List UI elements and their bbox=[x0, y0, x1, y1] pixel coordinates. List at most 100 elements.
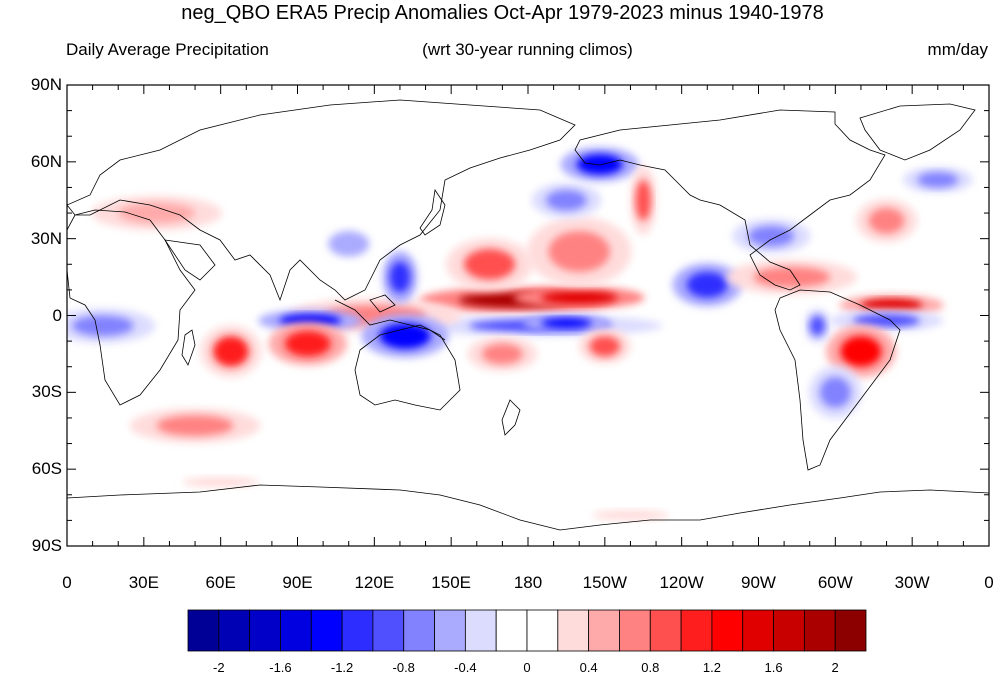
coastline-africa bbox=[67, 209, 196, 406]
colorbar-label: 0.8 bbox=[641, 660, 660, 675]
colorbar-box bbox=[495, 609, 528, 652]
colorbar-label: 0 bbox=[523, 660, 531, 675]
coastline-antarctica bbox=[67, 484, 989, 531]
anomaly-field bbox=[67, 146, 973, 524]
coastline-arabia bbox=[164, 239, 216, 281]
anomaly-blob bbox=[917, 172, 959, 188]
anomaly-blob bbox=[389, 261, 411, 293]
colorbar-label: 0.4 bbox=[579, 660, 598, 675]
lon-label: 60W bbox=[817, 573, 853, 592]
colorbar-box bbox=[372, 609, 405, 652]
anomaly-blob bbox=[589, 335, 621, 357]
coastline-greenland bbox=[859, 103, 976, 161]
anomaly-blob bbox=[72, 315, 134, 336]
colorbar-box bbox=[588, 609, 620, 652]
colorbar-box bbox=[649, 609, 682, 652]
lon-label: 90W bbox=[741, 573, 776, 592]
subtitle-units: mm/day bbox=[927, 40, 988, 59]
lon-label: 150W bbox=[582, 573, 628, 592]
colorbar-label: 1.6 bbox=[764, 660, 783, 675]
anomaly-blob bbox=[118, 202, 196, 224]
colorbar-box bbox=[834, 609, 867, 652]
lon-label: 150E bbox=[431, 573, 472, 592]
coastlines bbox=[67, 99, 989, 531]
colorbar-label: -2 bbox=[213, 660, 225, 675]
anomaly-blob bbox=[686, 271, 728, 298]
colorbar-label: -0.4 bbox=[454, 660, 477, 675]
anomaly-blob bbox=[548, 230, 610, 272]
anomaly-blob bbox=[819, 376, 851, 408]
lon-label: 0 bbox=[984, 573, 994, 592]
colorbar-box bbox=[341, 609, 374, 652]
figure-title: neg_QBO ERA5 Precip Anomalies Oct-Apr 19… bbox=[181, 2, 824, 24]
anomaly-blob bbox=[379, 323, 431, 349]
anomaly-blob bbox=[635, 179, 651, 221]
lon-label: 120W bbox=[659, 573, 704, 592]
colorbar-box bbox=[526, 609, 559, 652]
anomaly-blob bbox=[540, 318, 593, 329]
lon-label: 120E bbox=[354, 573, 395, 592]
lon-label: 90E bbox=[282, 573, 313, 592]
colorbar-label: -1.2 bbox=[330, 660, 354, 675]
colorbar-box bbox=[680, 609, 713, 652]
coastline-japan bbox=[419, 188, 446, 236]
lat-label: 90S bbox=[31, 536, 62, 555]
coastline-australia bbox=[354, 324, 461, 411]
lon-label: 30W bbox=[894, 573, 930, 592]
colorbar-label: -1.6 bbox=[269, 660, 292, 675]
colorbar-box bbox=[742, 609, 774, 652]
colorbar-label: 1.2 bbox=[702, 660, 721, 675]
coastline-madagascar bbox=[181, 329, 196, 366]
colorbar-box bbox=[187, 609, 220, 652]
lon-label: 30E bbox=[128, 573, 159, 592]
anomaly-blob bbox=[753, 266, 831, 288]
anomaly-blob bbox=[545, 190, 587, 211]
anomaly-blob bbox=[576, 154, 623, 175]
anomaly-blob bbox=[463, 248, 516, 280]
anomaly-blob bbox=[853, 314, 920, 328]
lat-label: 30S bbox=[31, 382, 62, 402]
lat-label: 60S bbox=[31, 459, 62, 479]
anomaly-blob bbox=[868, 207, 905, 234]
colorbar-box bbox=[773, 609, 805, 652]
colorbar-box bbox=[434, 609, 466, 652]
axis-ticks bbox=[66, 84, 990, 547]
lat-label: 0 bbox=[52, 305, 62, 325]
lat-label: 90N bbox=[30, 75, 62, 94]
anomaly-blob bbox=[809, 315, 826, 336]
lat-label: 60N bbox=[30, 151, 62, 171]
colorbar-box bbox=[218, 609, 251, 652]
colorbar bbox=[187, 609, 867, 652]
anomaly-blob bbox=[212, 335, 249, 367]
anomaly-blob bbox=[182, 476, 260, 488]
coastline-south-america bbox=[774, 289, 901, 471]
lon-label: 0 bbox=[62, 573, 72, 592]
colorbar-box bbox=[403, 609, 435, 652]
colorbar-box bbox=[557, 609, 590, 652]
lon-label: 60E bbox=[205, 573, 236, 592]
coastline-eurasia bbox=[67, 99, 576, 302]
subtitle-center: (wrt 30-year running climos) bbox=[422, 40, 633, 59]
anomaly-blob bbox=[156, 415, 234, 436]
anomaly-blob bbox=[840, 335, 882, 367]
subtitle-left: Daily Average Precipitation bbox=[66, 40, 269, 59]
anomaly-blob bbox=[328, 230, 370, 257]
colorbar-box bbox=[249, 609, 281, 652]
colorbar-box bbox=[310, 609, 343, 652]
lon-label: 180 bbox=[513, 573, 543, 592]
colorbar-label: 2 bbox=[831, 660, 839, 675]
anomaly-blob bbox=[540, 291, 618, 304]
anomaly-blob bbox=[748, 225, 795, 247]
coastline-indonesia bbox=[334, 294, 446, 341]
colorbar-box bbox=[711, 609, 744, 652]
anomaly-blob bbox=[592, 510, 669, 521]
coastline-north-america bbox=[574, 109, 886, 291]
coastline-new-zealand bbox=[501, 399, 521, 436]
lat-label: 30N bbox=[30, 228, 62, 248]
anomaly-blob bbox=[860, 298, 923, 312]
colorbar-box bbox=[464, 609, 497, 652]
colorbar-box bbox=[619, 609, 651, 652]
colorbar-box bbox=[280, 609, 312, 652]
colorbar-box bbox=[803, 609, 836, 652]
